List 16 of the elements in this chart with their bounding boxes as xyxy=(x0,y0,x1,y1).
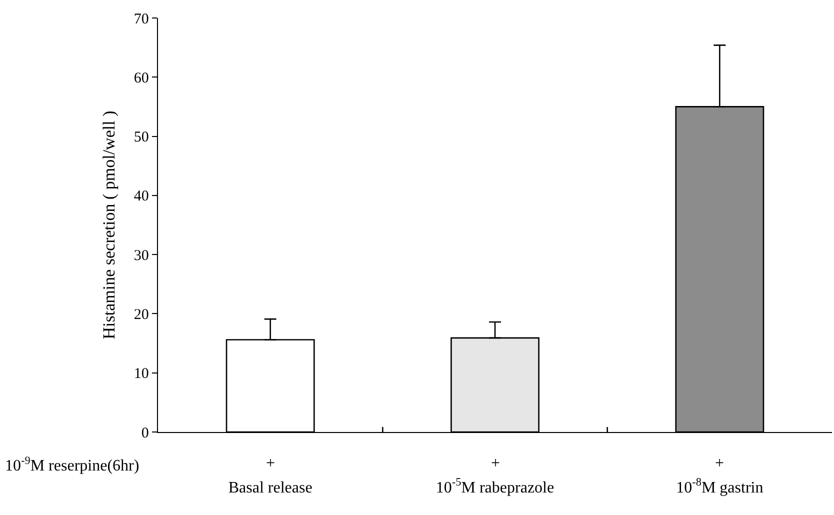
y-tick-label: 10 xyxy=(134,366,149,382)
text: 10$^{-9}$M reserpine(6hr) xyxy=(5,455,140,475)
y-tick-label: 70 xyxy=(134,11,149,28)
y-tick-label: 40 xyxy=(134,188,149,205)
x-tick-label: Basal release xyxy=(228,479,312,496)
y-tick-label: 60 xyxy=(134,70,149,86)
text: + xyxy=(491,455,500,472)
text: + xyxy=(266,455,276,472)
y-tick-label: 50 xyxy=(134,130,149,146)
text: + xyxy=(715,455,724,472)
y-tick-label: 20 xyxy=(134,306,149,323)
y-tick-label: 0 xyxy=(141,425,149,442)
x-tick-label: 10$^{-8}$M gastrin xyxy=(676,476,764,496)
x-tick-label: 10$^{-5}$M rabeprazole xyxy=(436,476,554,496)
y-tick-label: 30 xyxy=(134,248,149,264)
y-axis-title: Histamine secretion ( pmol/well ) xyxy=(99,110,118,340)
